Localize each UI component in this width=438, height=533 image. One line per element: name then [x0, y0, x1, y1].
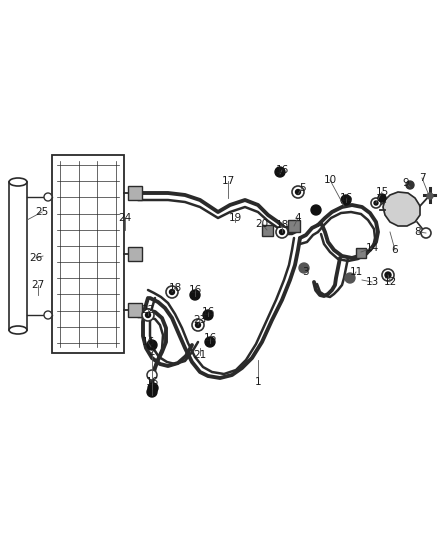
Bar [128, 186, 142, 200]
Circle shape [345, 273, 355, 283]
Text: 10: 10 [323, 175, 336, 185]
Circle shape [427, 193, 433, 199]
Text: 20: 20 [255, 219, 268, 229]
Circle shape [371, 198, 381, 208]
Text: 2: 2 [148, 347, 155, 357]
Circle shape [205, 337, 215, 347]
Circle shape [378, 194, 386, 202]
Text: 5: 5 [299, 183, 305, 193]
Text: 9: 9 [403, 178, 410, 188]
Text: 12: 12 [383, 277, 397, 287]
Circle shape [145, 312, 151, 318]
Circle shape [147, 370, 157, 380]
Circle shape [147, 387, 157, 397]
Polygon shape [383, 192, 420, 226]
Circle shape [170, 289, 174, 295]
Circle shape [341, 195, 351, 205]
Circle shape [148, 383, 158, 393]
Text: 8: 8 [415, 227, 421, 237]
Text: 16: 16 [145, 377, 159, 387]
Text: 19: 19 [228, 213, 242, 223]
Bar [128, 303, 142, 317]
Circle shape [276, 226, 288, 238]
Circle shape [190, 290, 200, 300]
Circle shape [299, 263, 309, 273]
Text: 16: 16 [141, 337, 155, 347]
Text: 13: 13 [365, 277, 378, 287]
Text: 1: 1 [254, 377, 261, 387]
Circle shape [421, 228, 431, 238]
Circle shape [192, 319, 204, 331]
Text: 3: 3 [302, 267, 308, 277]
Circle shape [147, 340, 157, 350]
Text: 16: 16 [339, 193, 353, 203]
Bar [128, 247, 142, 261]
Circle shape [195, 322, 201, 327]
Text: 23: 23 [193, 315, 207, 325]
Text: 18: 18 [276, 220, 289, 230]
Bar [288, 220, 300, 232]
Text: 16: 16 [188, 285, 201, 295]
Text: 16: 16 [201, 307, 215, 317]
Text: 18: 18 [168, 283, 182, 293]
Text: 25: 25 [35, 207, 49, 217]
Circle shape [406, 181, 414, 189]
Text: 27: 27 [32, 280, 45, 290]
Text: 11: 11 [350, 267, 363, 277]
Circle shape [311, 205, 321, 215]
Circle shape [292, 186, 304, 198]
Circle shape [203, 310, 213, 320]
Text: 22: 22 [141, 305, 155, 315]
Text: 24: 24 [118, 213, 132, 223]
Circle shape [296, 190, 300, 195]
Bar [52, 155, 124, 353]
Circle shape [382, 269, 394, 281]
Circle shape [44, 193, 52, 201]
Bar [356, 248, 366, 258]
Text: 4: 4 [295, 213, 301, 223]
Text: 7: 7 [419, 173, 425, 183]
Text: 16: 16 [276, 165, 289, 175]
Text: 6: 6 [392, 245, 398, 255]
Text: 26: 26 [29, 253, 42, 263]
Text: 17: 17 [221, 176, 235, 186]
Circle shape [279, 230, 285, 235]
Circle shape [142, 309, 154, 321]
Circle shape [275, 167, 285, 177]
Text: 21: 21 [193, 350, 207, 360]
Circle shape [44, 311, 52, 319]
Circle shape [385, 272, 391, 278]
Circle shape [166, 286, 178, 298]
Circle shape [374, 201, 378, 205]
Text: 15: 15 [375, 187, 389, 197]
Text: 16: 16 [203, 333, 217, 343]
Text: 14: 14 [365, 243, 378, 253]
Bar [262, 225, 273, 236]
